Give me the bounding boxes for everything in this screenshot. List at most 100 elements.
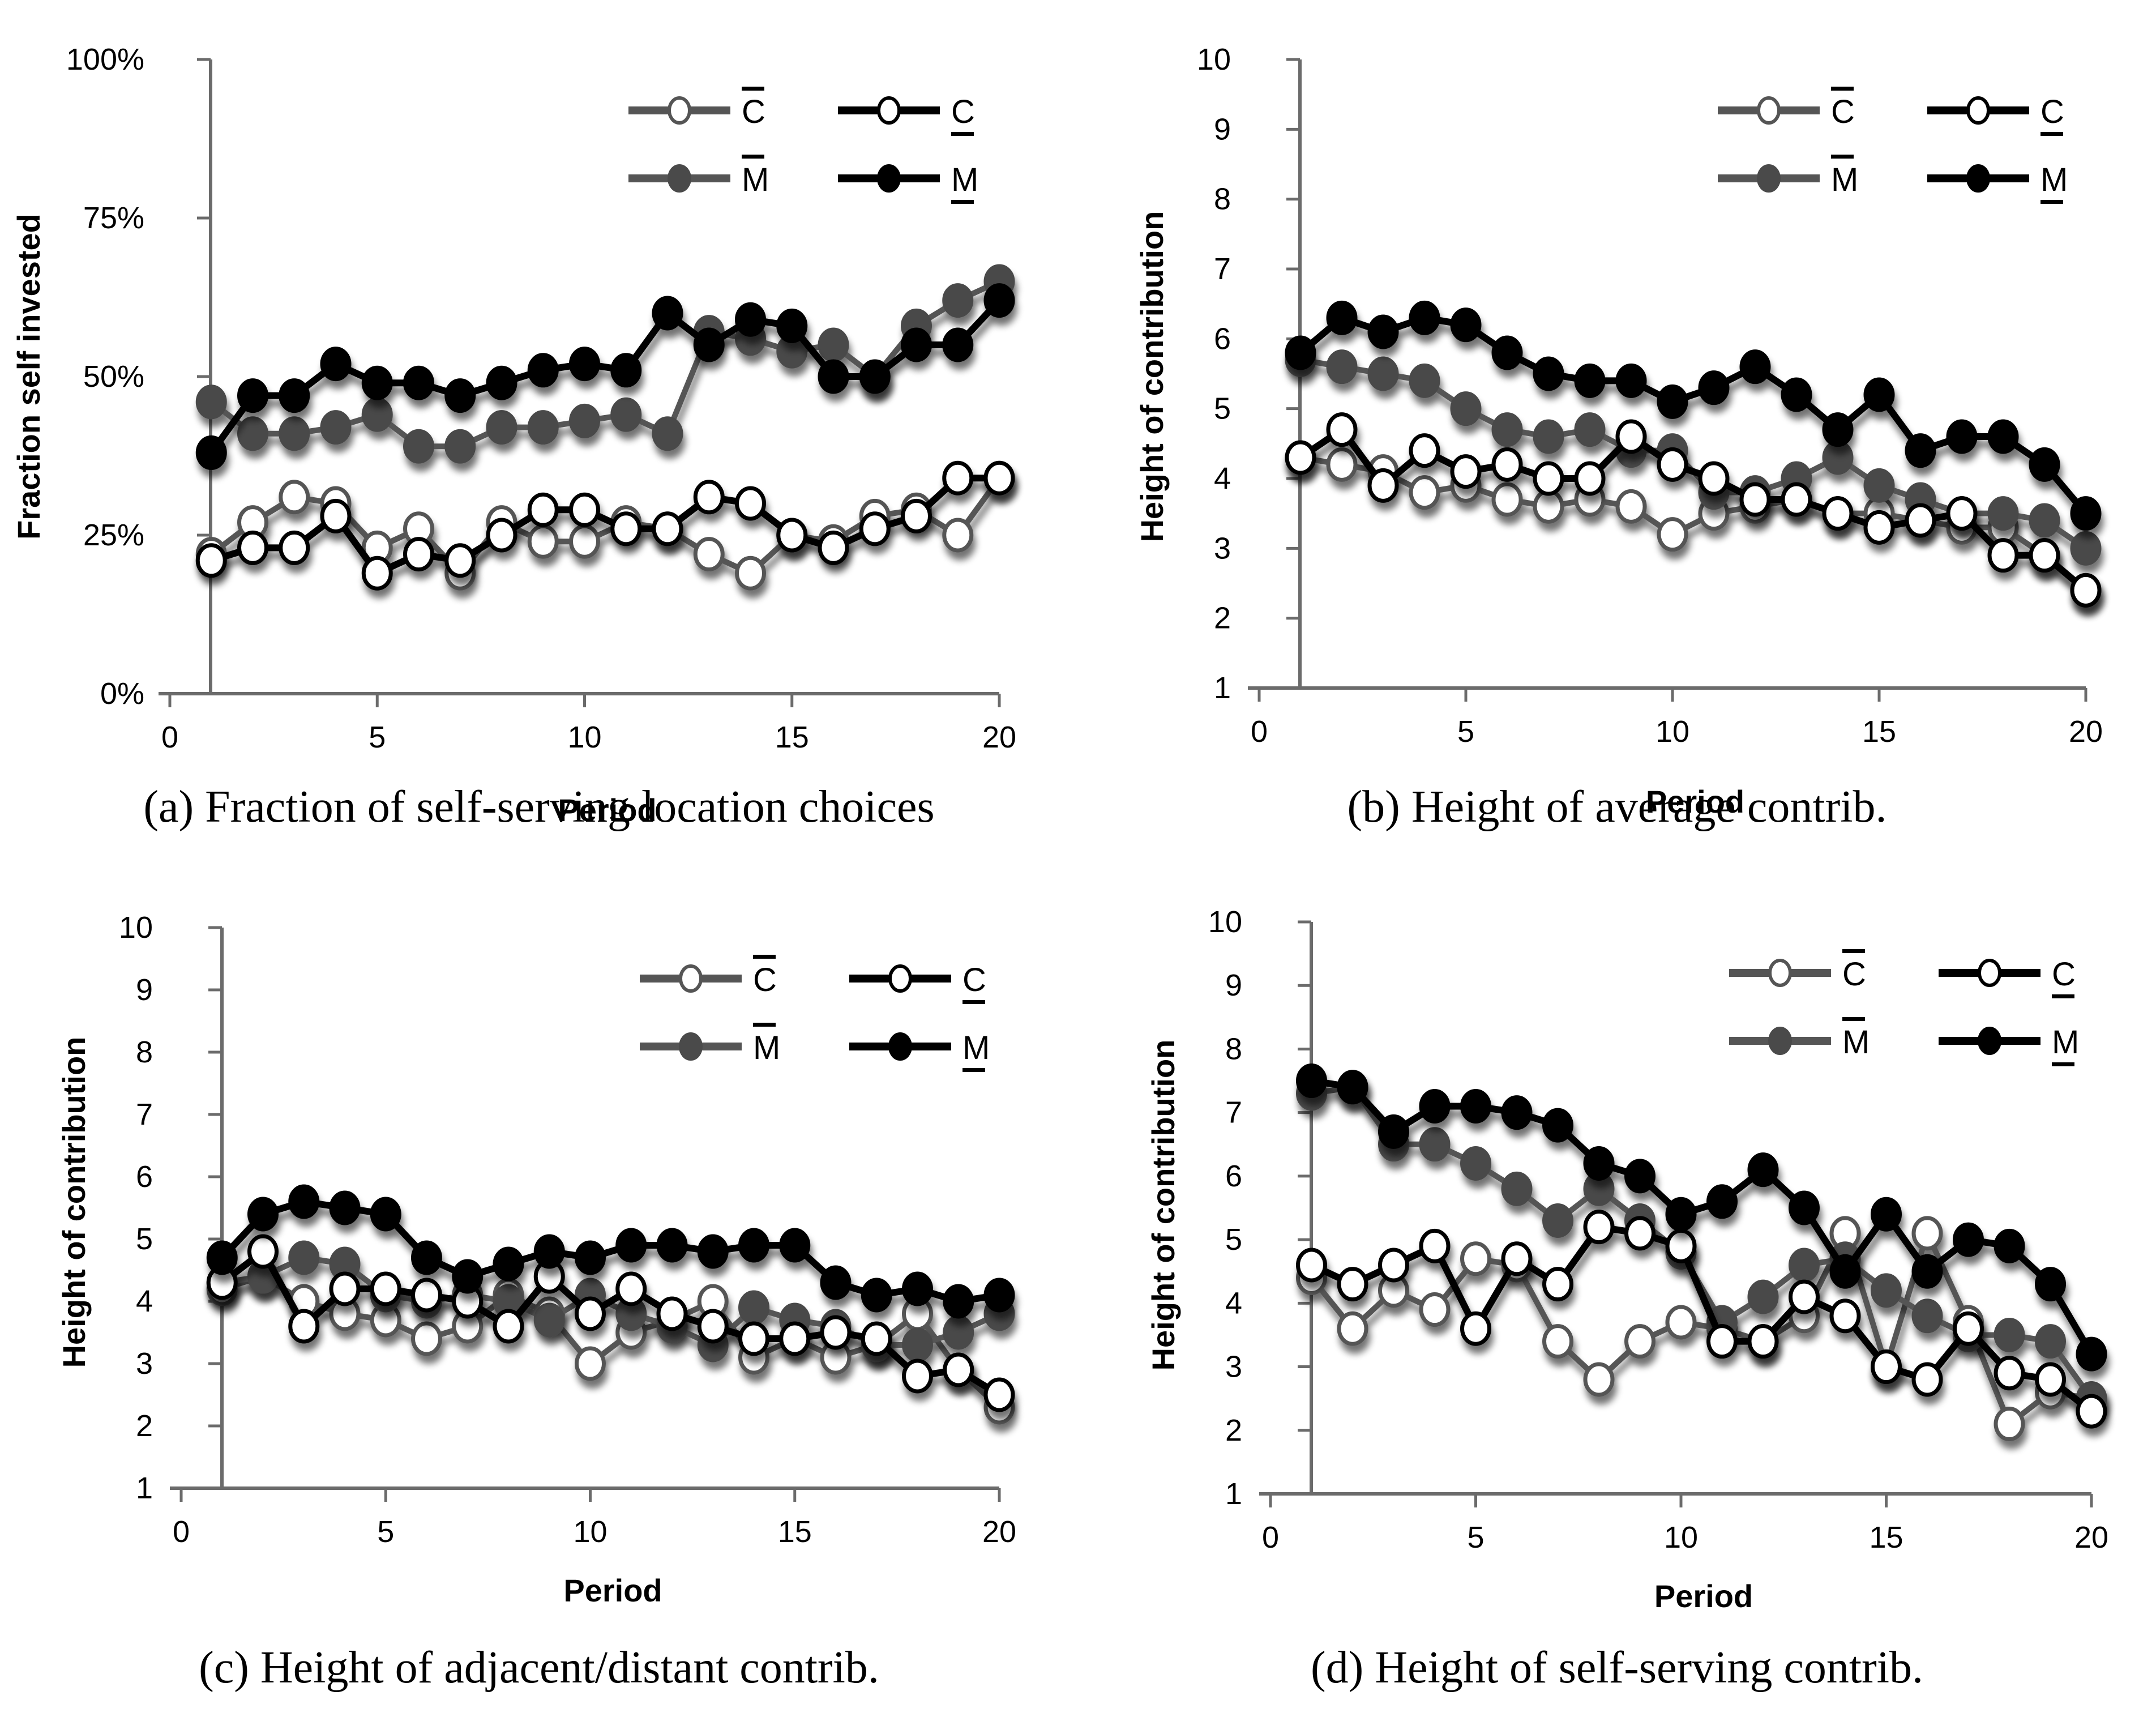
- data-point-Mund: [1337, 1070, 1368, 1105]
- data-point-Cund: [861, 1321, 892, 1356]
- data-point-Mbar: [527, 410, 559, 445]
- data-point-Cbar: [1491, 482, 1523, 517]
- data-point-Mbar: [652, 416, 683, 451]
- data-point-Mund: [288, 1184, 320, 1219]
- data-point-Cund: [486, 518, 517, 553]
- data-point-Cund: [983, 1377, 1015, 1412]
- data-point-Cund: [693, 480, 725, 515]
- data-point-Mund: [533, 1234, 565, 1269]
- legend-underline: [951, 200, 974, 204]
- data-point-Cbar: [1657, 517, 1688, 552]
- y-tick-label: 50%: [83, 360, 144, 394]
- data-point-Mund: [1698, 370, 1730, 405]
- series-Mund: [206, 1184, 1015, 1319]
- legend-overline: [1842, 1017, 1865, 1021]
- y-tick-label: 9: [136, 973, 153, 1007]
- data-point-Cund: [2076, 1394, 2107, 1429]
- legend-swatch-marker: [1768, 1027, 1792, 1055]
- data-point-Cbar: [1665, 1305, 1697, 1340]
- data-point-Cund: [901, 498, 932, 533]
- data-point-Mbar: [361, 397, 393, 432]
- x-tick-label: 0: [161, 720, 178, 754]
- data-point-Mbar: [818, 327, 849, 362]
- legend-swatch-marker: [877, 164, 901, 193]
- data-point-Cund: [2035, 1362, 2066, 1397]
- data-point-Cbar: [1583, 1362, 1615, 1397]
- series-Mund: [1285, 300, 2102, 531]
- y-axis-title: Height of contribution: [1134, 211, 1170, 543]
- data-point-Mund: [942, 327, 974, 362]
- legend-swatch-marker: [888, 964, 912, 993]
- data-point-Mund: [361, 365, 393, 400]
- legend-underline: [2052, 1062, 2074, 1066]
- data-point-Mund: [452, 1259, 484, 1294]
- data-point-Mund: [1946, 419, 1978, 454]
- legend: C CM M: [1718, 87, 2068, 204]
- y-tick-label: 2: [1225, 1413, 1242, 1447]
- legend-item-Mbar: M: [640, 1023, 780, 1066]
- data-point-Cund: [1706, 1324, 1738, 1359]
- caption-d: (d) Height of self-serving contrib.: [1311, 1643, 1923, 1693]
- data-point-Mund: [1296, 1063, 1327, 1099]
- data-point-Mund: [1953, 1222, 1984, 1257]
- data-point-Mbar: [1994, 1317, 2025, 1352]
- data-point-Mund: [403, 365, 434, 400]
- data-point-Mund: [1450, 307, 1482, 343]
- data-point-Cund: [1829, 1298, 1861, 1334]
- data-point-Cund: [1367, 468, 1399, 503]
- x-tick-label: 15: [775, 720, 809, 754]
- x-tick-label: 20: [2069, 715, 2103, 749]
- data-point-Cbar: [569, 524, 600, 559]
- data-point-Mund: [610, 353, 642, 388]
- data-point-Cund: [1574, 461, 1606, 496]
- data-point-Cbar: [575, 1346, 606, 1381]
- y-tick-label: 0%: [100, 677, 144, 711]
- data-point-Mund: [943, 1284, 974, 1319]
- legend-label: M: [2040, 161, 2068, 198]
- data-point-Cund: [735, 486, 766, 521]
- legend-underline: [951, 132, 974, 136]
- data-point-Cbar: [527, 524, 559, 559]
- legend-label: M: [1842, 1024, 1870, 1061]
- legend-label: C: [742, 93, 765, 130]
- series-Cund: [1285, 412, 2102, 608]
- legend-underline: [2040, 200, 2063, 204]
- y-tick-label: 3: [136, 1347, 153, 1381]
- chart-panel-c: 1 2 3 4 5 6 7 8 9 10 0 5 10 15 20 Period Height of contr…: [0, 865, 1078, 1730]
- data-point-Mund: [486, 365, 517, 400]
- y-tick-label: 4: [1214, 462, 1231, 495]
- data-point-Mund: [2070, 496, 2102, 531]
- data-point-Mbar: [403, 429, 434, 464]
- data-point-Mund: [1285, 335, 1316, 370]
- data-point-Cund: [1501, 1241, 1533, 1276]
- data-point-Mund: [1624, 1159, 1656, 1194]
- data-point-Cund: [361, 556, 393, 591]
- data-point-Mund: [1781, 377, 1812, 412]
- data-point-Cund: [1624, 1216, 1656, 1251]
- legend-overline: [1831, 87, 1854, 91]
- x-tick-label: 10: [573, 1515, 607, 1549]
- y-tick-label: 10: [1208, 905, 1242, 939]
- data-point-Cund: [779, 1321, 811, 1356]
- data-point-Cund: [1994, 1356, 2025, 1391]
- data-point-Mund: [320, 347, 352, 382]
- data-point-Mund: [527, 353, 559, 388]
- data-point-Mund: [776, 308, 808, 343]
- data-point-Cund: [652, 511, 683, 546]
- data-point-Cund: [818, 530, 849, 565]
- y-tick-label: 1: [1214, 671, 1231, 705]
- data-point-Mund: [1739, 349, 1771, 385]
- data-point-Mbar: [943, 1315, 974, 1350]
- legend-item-Mbar: M: [628, 155, 769, 198]
- y-tick-label: 2: [136, 1409, 153, 1443]
- legend-label: C: [1842, 956, 1866, 993]
- legend-label: M: [962, 1030, 990, 1066]
- legend-item-Mund: M: [849, 1030, 990, 1072]
- x-axis-title: Period: [558, 792, 656, 828]
- data-point-Cund: [279, 530, 310, 565]
- data-point-Mund: [575, 1240, 606, 1275]
- y-tick-label: 7: [136, 1097, 153, 1131]
- x-tick-label: 10: [1664, 1520, 1698, 1554]
- legend-label: C: [1831, 93, 1855, 130]
- legend-label: C: [753, 962, 777, 998]
